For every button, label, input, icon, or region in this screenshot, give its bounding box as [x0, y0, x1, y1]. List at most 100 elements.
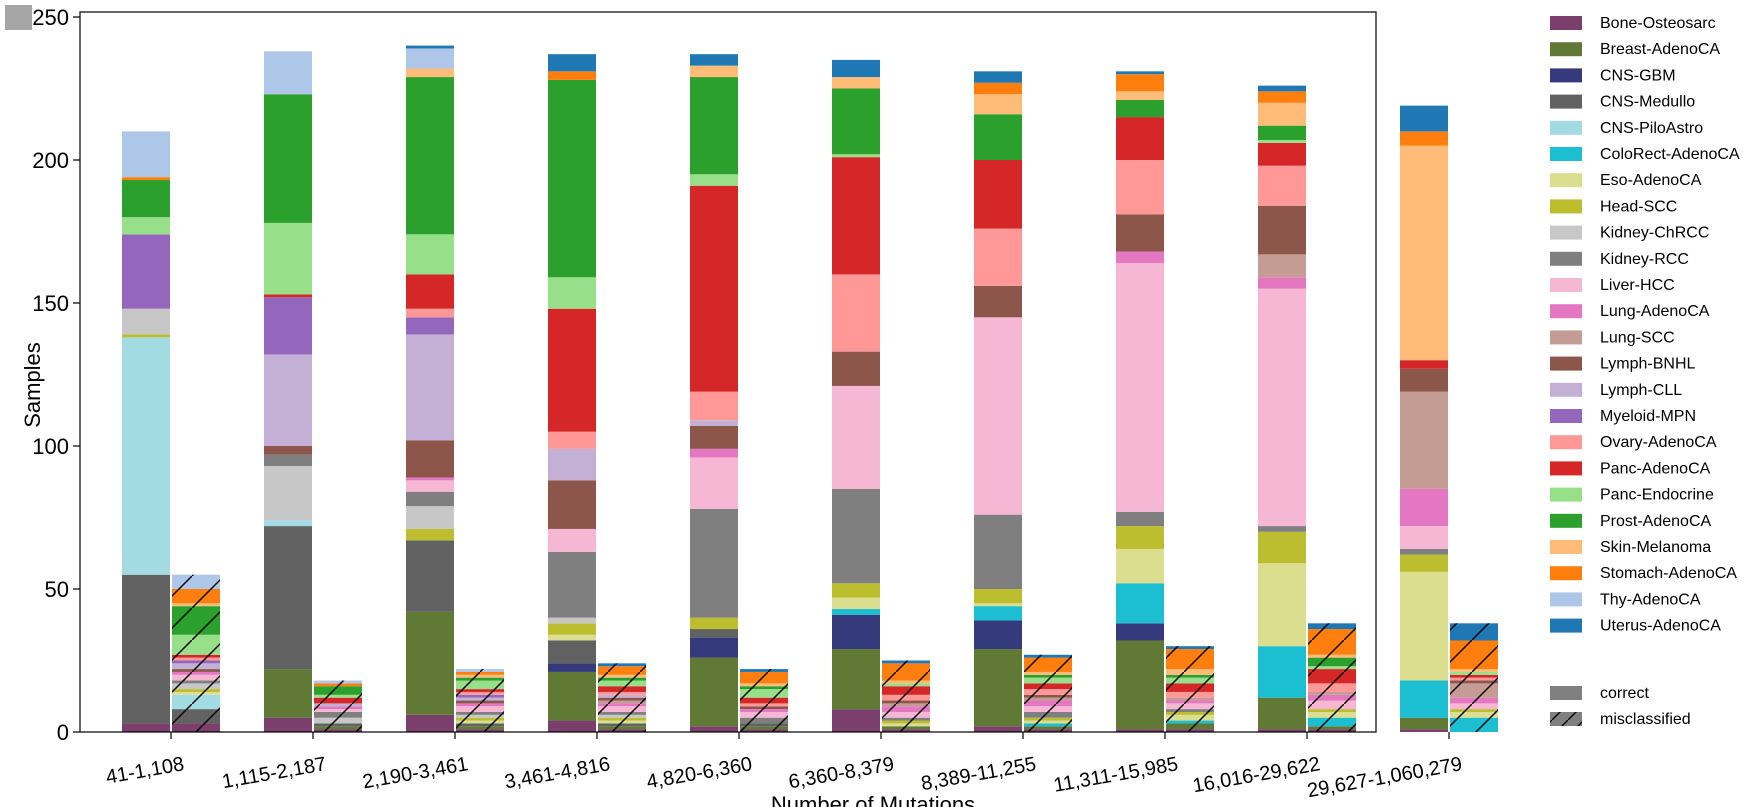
- legend-swatch-bone-osteosarc: [1550, 16, 1582, 30]
- bar-segment-correct-lymph-bnhl-9: [1400, 368, 1448, 392]
- bar-segment-correct-panc-adenoca-5: [832, 157, 880, 275]
- bar-segment-correct-liver-hcc-9: [1400, 526, 1448, 549]
- bar-segment-correct-eso-adenoca-7: [1116, 548, 1164, 584]
- bar-segment-correct-breast-adenoca-5: [832, 649, 880, 710]
- bar-segment-correct-ovary-adenoca-7: [1116, 160, 1164, 215]
- bar-segment-correct-cns-medullo-2: [406, 540, 454, 612]
- bar-segment-correct-prost-adenoca-4: [690, 77, 738, 175]
- plot-frame: [79, 11, 1377, 733]
- legend-swatch-cns-gbm: [1550, 68, 1582, 83]
- misclassified-hatch-2: [456, 669, 504, 732]
- x-tick-label: 16,016-29,622: [1191, 753, 1322, 797]
- bar-segment-correct-breast-adenoca-4: [690, 657, 738, 727]
- bar-segment-correct-panc-adenoca-8: [1258, 142, 1306, 166]
- bar-segment-correct-panc-adenoca-1: [264, 294, 312, 298]
- bar-segment-correct-bone-osteosarc-3: [548, 720, 596, 732]
- bar-segment-correct-liver-hcc-3: [548, 528, 596, 552]
- x-tick-label: 11,311-15,985: [1052, 753, 1180, 797]
- bar-segment-correct-lung-scc-8: [1258, 254, 1306, 278]
- bar-segment-correct-panc-endocrine-3: [548, 277, 596, 309]
- legend-swatch-lung-scc: [1550, 330, 1582, 345]
- bar-segment-correct-uterus-adenoca-9: [1400, 105, 1448, 132]
- bar-segment-correct-lymph-cll-4: [690, 420, 738, 426]
- legend-swatch-breast-adenoca: [1550, 42, 1582, 57]
- bar-segment-correct-bone-osteosarc-6: [974, 726, 1022, 732]
- x-tick-label: 4,820-6,360: [645, 753, 754, 793]
- bar-segment-correct-skin-melanoma-9: [1400, 145, 1448, 361]
- misclassified-hatch-9: [1450, 623, 1498, 732]
- bar-segment-correct-breast-adenoca-6: [974, 649, 1022, 727]
- legend-label-lymph-cll: Lymph-CLL: [1600, 382, 1682, 399]
- bar-segment-correct-prost-adenoca-2: [406, 77, 454, 235]
- legend-swatch-panc-adenoca: [1550, 461, 1582, 476]
- x-tick-label: 29,627-1,060,279: [1306, 753, 1464, 802]
- bar-segment-correct-cns-medullo-0: [122, 574, 170, 724]
- legend-label-misclassified: misclassified: [1600, 711, 1691, 728]
- bar-segment-correct-skin-melanoma-5: [832, 77, 880, 89]
- bar-segment-correct-head-scc-2: [406, 528, 454, 541]
- bar-segment-correct-lung-adenoca-7: [1116, 251, 1164, 263]
- bar-segment-correct-eso-adenoca-5: [832, 597, 880, 610]
- bar-segment-correct-panc-adenoca-6: [974, 160, 1022, 229]
- bar-segment-correct-prost-adenoca-7: [1116, 99, 1164, 118]
- legend-swatch-liver-hcc: [1550, 278, 1582, 292]
- bar-segment-correct-panc-endocrine-0: [122, 217, 170, 235]
- legend-swatch-lung-adenoca: [1550, 304, 1582, 319]
- bar-segment-correct-lymph-bnhl-6: [974, 285, 1022, 318]
- bar-segment-correct-colorect-adenoca-7: [1116, 583, 1164, 624]
- bar-segment-correct-panc-adenoca-2: [406, 274, 454, 309]
- bar-segment-correct-eso-adenoca-8: [1258, 563, 1306, 647]
- bar-segment-correct-skin-melanoma-7: [1116, 91, 1164, 100]
- bar-segment-correct-ovary-adenoca-2: [406, 308, 454, 318]
- bar-segment-correct-panc-endocrine-8: [1258, 139, 1306, 143]
- legend-label-correct: correct: [1600, 685, 1649, 702]
- y-tick-label: 0: [57, 720, 69, 745]
- bar-segment-correct-kidney-rcc-5: [832, 488, 880, 584]
- bar-segment-correct-head-scc-3: [548, 623, 596, 635]
- bar-segment-correct-eso-adenoca-9: [1400, 571, 1448, 681]
- legend-swatch-colorect-adenoca: [1550, 147, 1582, 161]
- legend-label-panc-adenoca: Panc-AdenoCA: [1600, 460, 1711, 477]
- legend-label-head-scc: Head-SCC: [1600, 198, 1677, 215]
- bar-segment-correct-cns-piloastro-1: [264, 520, 312, 527]
- bar-segment-correct-lymph-cll-3: [548, 448, 596, 481]
- misclassified-hatch-3: [598, 663, 646, 732]
- legend-hatch-misclassified: [1550, 712, 1582, 726]
- bar-segment-correct-cns-gbm-5: [832, 614, 880, 650]
- legend-label-lung-scc: Lung-SCC: [1600, 329, 1675, 346]
- bar-segment-correct-lymph-bnhl-1: [264, 446, 312, 455]
- bar-segment-correct-breast-adenoca-7: [1116, 640, 1164, 730]
- legend-swatch-thy-adenoca: [1550, 592, 1582, 607]
- bar-segment-correct-liver-hcc-5: [832, 385, 880, 489]
- bar-segment-correct-lymph-bnhl-7: [1116, 214, 1164, 252]
- bar-segment-correct-liver-hcc-2: [406, 480, 454, 492]
- legend-label-lung-adenoca: Lung-AdenoCA: [1600, 303, 1710, 320]
- x-tick-label: 3,461-4,816: [503, 753, 612, 793]
- bar-segment-correct-cns-medullo-1: [264, 526, 312, 670]
- legend-label-liver-hcc: Liver-HCC: [1600, 277, 1675, 294]
- bar-segment-correct-lymph-cll-1: [264, 354, 312, 446]
- bar-segment-correct-lymph-bnhl-8: [1258, 205, 1306, 255]
- bar-segment-correct-uterus-adenoca-2: [406, 45, 454, 49]
- bar-segment-correct-stomach-adenoca-8: [1258, 91, 1306, 103]
- misclassified-hatch-1: [314, 680, 362, 732]
- bar-segment-correct-breast-adenoca-8: [1258, 697, 1306, 730]
- misclassified-hatch-7: [1166, 646, 1214, 732]
- legend-label-cns-piloastro: CNS-PiloAstro: [1600, 120, 1703, 137]
- legend-label-eso-adenoca: Eso-AdenoCA: [1600, 172, 1702, 189]
- bar-segment-correct-bone-osteosarc-1: [264, 717, 312, 732]
- bar-segment-correct-breast-adenoca-1: [264, 669, 312, 718]
- x-tick-label: 1,115-2,187: [220, 753, 328, 793]
- misclassified-hatch-8: [1308, 623, 1356, 732]
- legend-label-prost-adenoca: Prost-AdenoCA: [1600, 513, 1711, 530]
- bar-segment-correct-lung-adenoca-2: [406, 477, 454, 481]
- bar-segment-correct-lymph-bnhl-2: [406, 440, 454, 478]
- bar-segment-correct-breast-adenoca-9: [1400, 717, 1448, 730]
- bar-segment-correct-lung-adenoca-4: [690, 448, 738, 458]
- bar-segment-correct-stomach-adenoca-3: [548, 71, 596, 80]
- legend-swatch-kidney-chrcc: [1550, 225, 1582, 240]
- bar-segment-correct-cns-piloastro-0: [122, 337, 170, 575]
- y-tick-label: 200: [32, 148, 69, 173]
- bar-segment-correct-kidney-rcc-1: [264, 454, 312, 467]
